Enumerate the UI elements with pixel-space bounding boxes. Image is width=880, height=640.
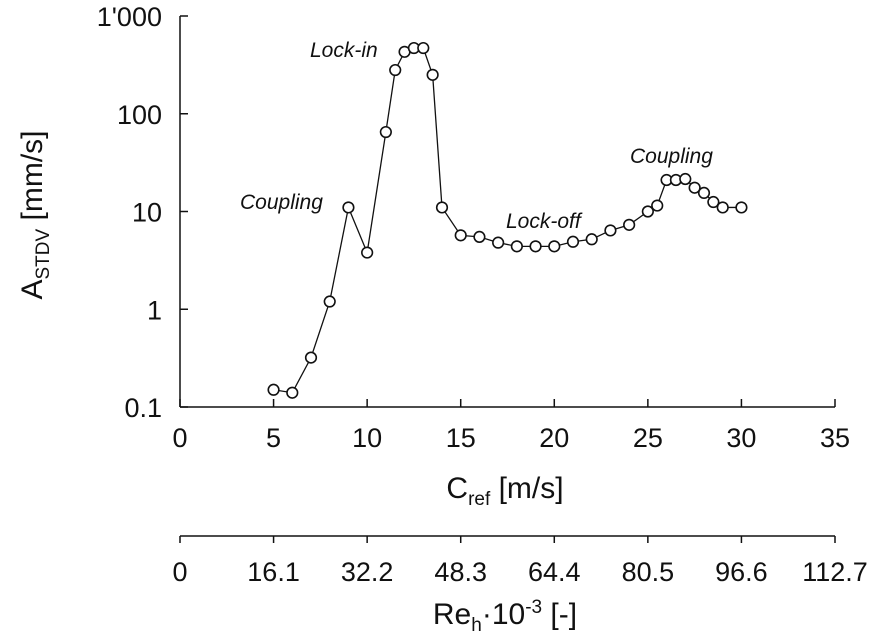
x-tick-label: 20 [539, 423, 569, 453]
secondary-x-tick-label: 0 [172, 557, 187, 587]
x-axis-label: Cref [m/s] [446, 472, 563, 510]
x-tick-label: 25 [633, 423, 663, 453]
data-point [707, 195, 720, 209]
data-point [735, 201, 748, 214]
secondary-x-axis-label: Reh·10-3 [-] [433, 597, 577, 636]
secondary-x-tick-label: 16.1 [247, 557, 300, 587]
data-point [585, 233, 598, 246]
secondary-x-ticks: 0 16.1 32.2 48.3 64.4 80.5 96.6 112.7 [172, 535, 868, 587]
x-tick-label: 30 [726, 423, 756, 453]
data-point [304, 351, 318, 364]
data-point [361, 246, 374, 259]
data-point [679, 172, 692, 186]
data-point [379, 125, 392, 139]
annotation-lock-off: Lock-off [506, 210, 583, 233]
x-tick-label: 15 [446, 423, 476, 453]
secondary-x-tick-label: 96.6 [715, 557, 768, 587]
y-tick-label: 10 [132, 198, 162, 228]
y-tick-label: 0.1 [124, 393, 162, 423]
secondary-x-tick-label: 48.3 [434, 557, 487, 587]
data-point [323, 295, 336, 308]
data-point [435, 201, 449, 214]
x-ticks: 0 5 10 15 20 25 30 35 [172, 399, 850, 453]
secondary-x-tick-label: 64.4 [528, 557, 581, 587]
x-tick-label: 10 [352, 423, 382, 453]
data-point [426, 68, 439, 81]
data-point [623, 218, 636, 231]
data-point [697, 186, 711, 199]
data-point [267, 383, 280, 396]
data-point [548, 240, 561, 253]
data-point [342, 201, 355, 214]
data-point [417, 41, 430, 55]
annotation-coupling-right: Coupling [630, 145, 713, 168]
data-point [492, 236, 505, 249]
y-tick-label: 1 [147, 295, 162, 325]
secondary-x-tick-label: 32.2 [341, 557, 394, 587]
data-point [510, 240, 523, 253]
data-point [604, 224, 617, 237]
series [267, 41, 748, 399]
data-point [716, 201, 729, 214]
secondary-x-tick-label: 80.5 [622, 557, 675, 587]
annotation-lock-in: Lock-in [310, 39, 378, 62]
data-point [529, 240, 542, 253]
y-ticks: 0.1 1 10 100 1'000 [97, 2, 188, 423]
x-tick-label: 35 [820, 423, 850, 453]
x-tick-label: 5 [266, 423, 281, 453]
data-point [641, 205, 654, 218]
data-point [566, 235, 580, 248]
data-point [286, 386, 299, 399]
annotation-coupling-left: Coupling [240, 191, 323, 214]
data-point [454, 229, 467, 242]
data-point [688, 181, 701, 194]
data-point [473, 230, 486, 243]
data-point [651, 199, 664, 212]
y-tick-label: 100 [117, 100, 162, 130]
data-point [389, 63, 402, 77]
y-tick-label: 1'000 [97, 2, 162, 32]
secondary-x-tick-label: 112.7 [802, 557, 868, 587]
x-tick-label: 0 [172, 423, 187, 453]
y-axis-label: ASTDV [mm/s] [16, 130, 54, 299]
